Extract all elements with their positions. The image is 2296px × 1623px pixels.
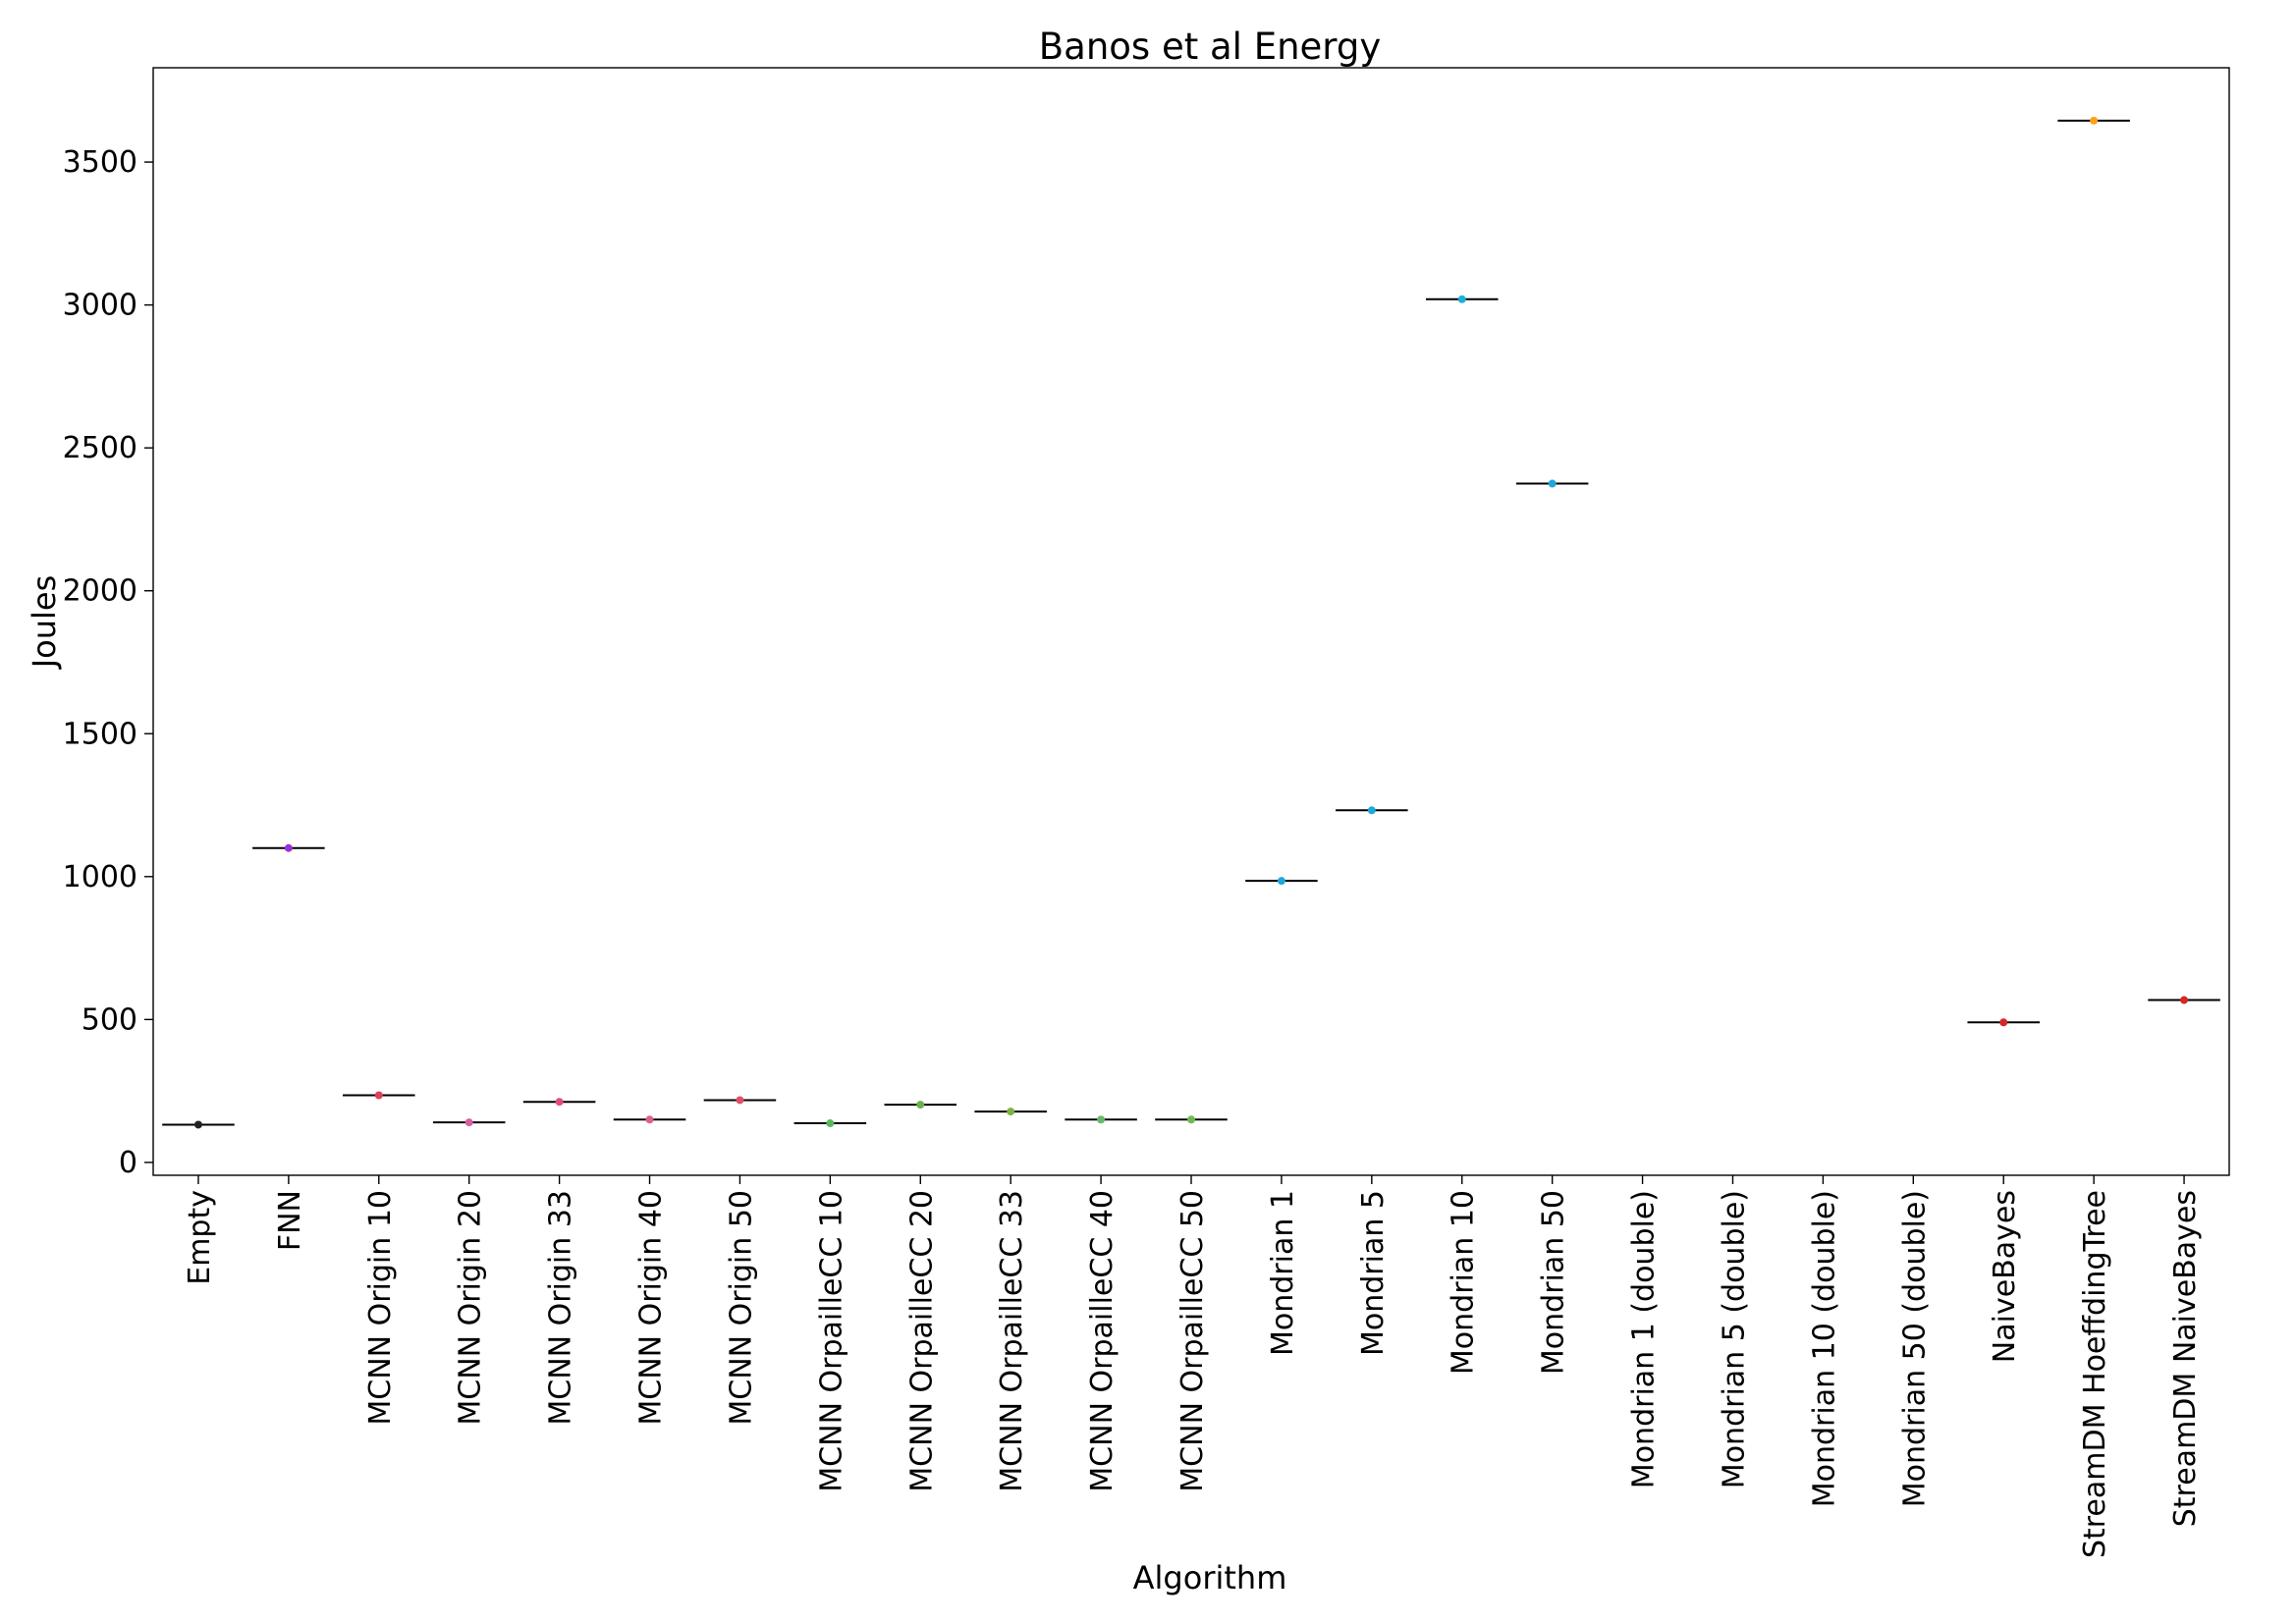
x-tick-label: MCNN Origin 50 [724,1190,758,1426]
x-tick-label: FNN [273,1190,307,1251]
data-point [1548,479,1557,488]
x-tick-label: StreamDM NaiveBayes [2168,1190,2203,1527]
x-tick-label: MCNN OrpailleCC 10 [814,1190,848,1492]
data-point [916,1101,925,1109]
data-point [284,843,293,852]
data-point [826,1119,835,1128]
x-tick-label: MCNN Origin 20 [454,1190,488,1426]
x-tick-label: MCNN OrpailleCC 50 [1175,1190,1210,1492]
data-point [193,1120,202,1129]
data-point [374,1091,383,1100]
x-tick-label: Empty [183,1190,217,1285]
y-tick-label: 500 [82,1002,137,1037]
data-point [645,1115,654,1124]
data-point [1277,877,1285,886]
x-tick-label: Mondrian 10 (double) [1807,1190,1841,1507]
x-tick-label: Mondrian 5 [1356,1190,1391,1356]
y-tick-label: 1000 [63,860,137,894]
x-tick-label: MCNN OrpailleCC 40 [1085,1190,1120,1492]
data-point [555,1098,564,1107]
x-tick-label: MCNN OrpailleCC 33 [995,1190,1029,1492]
y-axis-label: Joules [26,575,63,671]
data-point [1097,1115,1106,1124]
x-tick-label: MCNN Origin 33 [544,1190,578,1426]
y-tick-label: 3500 [63,145,137,180]
data-point [1007,1108,1015,1116]
x-tick-label: Mondrian 10 [1447,1190,1481,1375]
data-point [1187,1115,1195,1124]
y-tick-label: 2000 [63,574,137,609]
data-point [1999,1018,2008,1027]
data-point [736,1096,744,1105]
data-point [465,1118,473,1127]
data-point [2180,996,2189,1004]
x-tick-label: Mondrian 50 [1537,1190,1571,1375]
x-tick-label: MCNN Origin 10 [363,1190,398,1426]
y-tick-label: 1500 [63,717,137,751]
data-point [1457,295,1466,303]
x-tick-label: MCNN Origin 40 [634,1190,669,1426]
chart-title: Banos et al Energy [1039,26,1381,68]
x-tick-label: MCNN OrpailleCC 20 [904,1190,939,1492]
y-tick-label: 2500 [63,431,137,465]
data-marks [162,116,2220,1129]
x-tick-label: Mondrian 5 (double) [1717,1190,1751,1488]
x-tick-label: StreamDM HoeffdingTree [2078,1190,2112,1558]
y-tick-label: 3000 [63,289,137,323]
data-point [2090,116,2099,125]
y-tick-label: 0 [119,1146,137,1180]
x-tick-label: NaiveBayes [1988,1190,2022,1363]
plot-area [152,67,2230,1176]
x-axis-label: Algorithm [1133,1559,1287,1596]
data-point [1367,806,1376,815]
y-axis: 0 500 1000 1500 2000 2500 3000 3500 [63,145,153,1180]
x-axis: Empty FNN MCNN Origin 10 MCNN Origin 20 MCNN… [183,1175,2203,1558]
x-tick-label: Mondrian 50 (double) [1897,1190,1932,1507]
x-tick-label: Mondrian 1 (double) [1627,1190,1662,1488]
x-tick-label: Mondrian 1 [1266,1190,1300,1356]
